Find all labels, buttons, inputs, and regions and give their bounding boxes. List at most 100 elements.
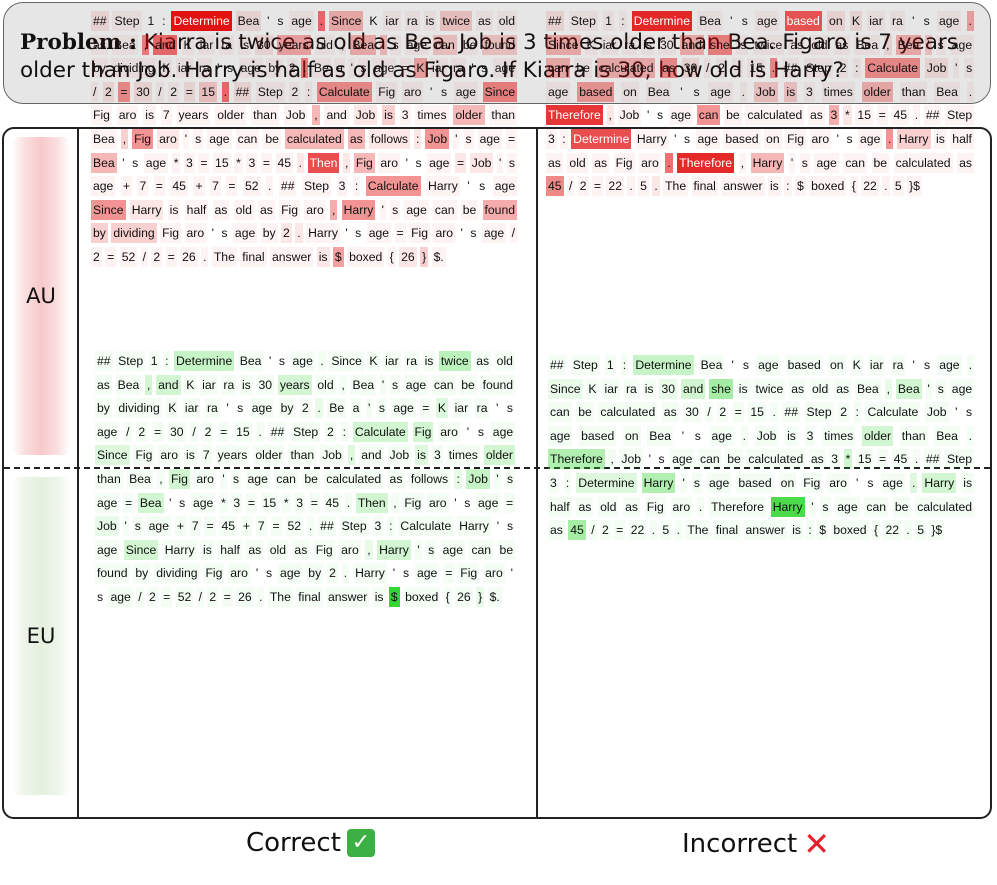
token: age xyxy=(146,516,171,537)
token: is xyxy=(382,105,395,126)
token: found xyxy=(480,374,515,395)
token: Bea xyxy=(115,374,142,395)
token: = xyxy=(504,492,515,513)
token: on xyxy=(778,472,797,493)
token: 15 xyxy=(213,152,231,173)
token: be xyxy=(302,468,320,489)
token: iar xyxy=(383,351,401,371)
token: ra xyxy=(404,351,420,371)
token: ' xyxy=(681,428,685,443)
token: ra xyxy=(474,398,490,419)
token: age xyxy=(143,152,169,173)
token: { xyxy=(387,246,396,267)
token: aro xyxy=(639,152,661,173)
token: years xyxy=(276,34,311,55)
token: Bea xyxy=(895,378,922,399)
token: Since xyxy=(329,351,364,371)
token: = xyxy=(614,520,626,541)
token: years xyxy=(215,445,250,466)
token: s xyxy=(390,199,401,220)
token: ra xyxy=(404,11,420,31)
token: s xyxy=(464,495,471,510)
token: a xyxy=(350,398,362,419)
token: Calculate xyxy=(365,176,421,197)
token: age xyxy=(404,199,429,220)
token: s xyxy=(742,358,750,372)
token: Harry xyxy=(377,539,411,560)
token: ra xyxy=(890,355,906,375)
token: ' xyxy=(122,155,125,170)
token: 2 xyxy=(136,421,148,442)
token: Harry xyxy=(634,128,669,149)
token: . xyxy=(306,516,315,537)
token: = xyxy=(732,402,744,423)
token: 1 xyxy=(604,355,616,375)
token: . xyxy=(317,11,326,31)
token: Therefore xyxy=(546,105,603,126)
token: . xyxy=(221,81,229,102)
token: age xyxy=(95,539,120,560)
token: as xyxy=(834,378,852,399)
token: answer xyxy=(721,176,765,197)
token: . xyxy=(912,449,921,470)
token: ' xyxy=(392,566,396,581)
token: / xyxy=(196,586,205,607)
token: : xyxy=(414,128,422,149)
token: age xyxy=(95,421,120,442)
token: ' xyxy=(496,152,504,173)
token: K xyxy=(849,11,862,31)
token: . xyxy=(296,152,305,173)
token: 45 xyxy=(546,176,564,197)
token: as xyxy=(347,128,365,149)
token: can xyxy=(843,152,867,173)
token: age xyxy=(440,539,465,560)
token: ' xyxy=(348,58,355,79)
token: ' xyxy=(510,566,513,581)
token: 15 xyxy=(260,492,279,513)
token: age xyxy=(756,355,781,375)
token: iar xyxy=(600,34,619,55)
token: . xyxy=(770,402,778,423)
token: iar xyxy=(197,34,216,55)
token: ## xyxy=(546,11,564,31)
token: can xyxy=(546,58,570,79)
token: by xyxy=(306,563,324,584)
token: The xyxy=(663,176,689,197)
token: ra xyxy=(622,34,638,55)
token: s xyxy=(278,354,285,368)
token: $ xyxy=(817,520,828,541)
token: = xyxy=(198,152,210,173)
token: half xyxy=(218,539,242,560)
token: s xyxy=(935,378,946,399)
token: ## xyxy=(548,355,566,375)
token: ' xyxy=(182,128,190,149)
token: older xyxy=(861,81,893,102)
token: a xyxy=(334,58,346,79)
cell-au-correct: ## Step 1 : Determine Bea ' s age . Sinc… xyxy=(91,10,517,330)
token: Job xyxy=(353,105,378,126)
token: . xyxy=(912,105,921,126)
token: . xyxy=(674,520,682,541)
token: K xyxy=(160,58,173,79)
token: aro xyxy=(116,105,139,126)
token: based xyxy=(579,425,617,446)
token: Job xyxy=(753,81,778,102)
token: 45 xyxy=(568,520,586,541)
token: : xyxy=(352,176,361,197)
token: = xyxy=(394,223,406,244)
token: 3 xyxy=(829,449,841,470)
token: Fig xyxy=(133,445,155,466)
token: ' xyxy=(269,354,272,368)
token: / xyxy=(156,81,164,102)
token: ' xyxy=(680,472,687,493)
token: : xyxy=(304,81,313,102)
token: aro xyxy=(304,199,326,220)
token: . xyxy=(665,152,673,173)
token: 7 xyxy=(200,445,212,466)
token: be xyxy=(497,539,515,560)
token: age xyxy=(936,11,962,31)
token: aro xyxy=(809,128,832,149)
token: , xyxy=(365,539,373,560)
token: aro xyxy=(827,472,849,493)
token: old xyxy=(267,539,288,560)
